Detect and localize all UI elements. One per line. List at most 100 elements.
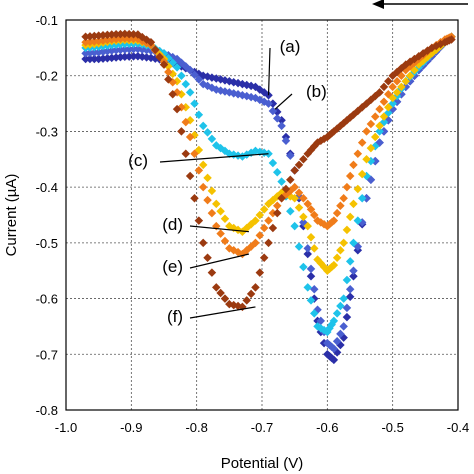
annotation-label: (d) — [162, 215, 183, 234]
y-tick-label: -0.2 — [36, 69, 58, 84]
data-point — [405, 71, 415, 80]
data-point — [251, 216, 260, 225]
data-point — [329, 344, 339, 353]
data-point — [329, 316, 339, 326]
scan-direction-arrow — [372, 0, 468, 9]
data-point — [190, 149, 199, 158]
data-point — [207, 186, 217, 196]
data-point — [168, 90, 177, 99]
data-point — [220, 236, 230, 246]
data-point — [375, 104, 384, 114]
data-point — [216, 207, 225, 216]
x-tick-label: -0.6 — [316, 420, 338, 435]
y-tick-label: -0.3 — [36, 124, 58, 139]
data-point — [264, 99, 273, 108]
data-point — [220, 294, 230, 303]
annotations: (a) (b) (c) (d) (e) (f) — [128, 37, 327, 326]
x-tick-label: -0.7 — [251, 420, 273, 435]
data-point — [277, 121, 286, 131]
data-point — [290, 166, 299, 175]
data-point — [286, 175, 295, 184]
data-point — [379, 97, 389, 106]
data-point — [190, 70, 199, 80]
x-tick-label: -0.8 — [185, 420, 207, 435]
data-point — [349, 238, 358, 248]
data-point — [357, 194, 367, 203]
data-point — [339, 238, 348, 248]
data-point — [194, 216, 204, 225]
data-point — [303, 221, 312, 231]
data-point — [181, 103, 191, 112]
data-point — [357, 138, 367, 147]
data-point — [375, 88, 384, 97]
x-tick-label: -1.0 — [55, 420, 77, 435]
data-point — [379, 82, 389, 92]
data-point — [172, 63, 182, 72]
data-point — [185, 65, 195, 75]
data-point — [198, 160, 208, 170]
data-point — [198, 238, 208, 248]
data-point — [388, 82, 397, 92]
annotation-leader-line — [159, 153, 269, 163]
data-point — [342, 182, 352, 192]
data-point — [392, 88, 402, 97]
data-point — [310, 309, 319, 318]
data-point — [268, 158, 278, 168]
data-point — [294, 188, 304, 197]
data-point — [349, 199, 358, 209]
data-point — [447, 35, 456, 44]
data-point — [185, 171, 195, 181]
data-point — [181, 79, 191, 89]
data-point — [306, 205, 316, 214]
data-point — [259, 223, 269, 233]
data-point — [146, 38, 156, 47]
data-point — [353, 184, 363, 194]
data-point — [397, 82, 406, 92]
data-point — [306, 233, 316, 242]
data-point — [246, 289, 256, 299]
data-point — [384, 103, 393, 112]
y-axis-title: Current (µA) — [3, 174, 20, 257]
data-point — [190, 194, 199, 203]
data-point — [384, 90, 393, 99]
data-point — [268, 223, 278, 233]
data-point — [294, 160, 304, 170]
data-point — [366, 119, 376, 129]
data-point — [299, 194, 308, 203]
data-point — [342, 303, 352, 313]
data-point — [190, 99, 199, 108]
data-point — [203, 195, 212, 205]
data-point — [268, 208, 278, 218]
data-point — [216, 288, 225, 298]
data-point — [220, 214, 230, 223]
x-tick-label: -0.9 — [120, 420, 142, 435]
data-point — [306, 272, 316, 281]
data-point — [185, 132, 195, 142]
data-point — [290, 182, 299, 192]
data-point — [172, 104, 182, 114]
annotation-label: (f) — [167, 307, 183, 326]
annotation-label: (a) — [280, 37, 301, 56]
data-point — [336, 246, 345, 255]
y-tick-label: -0.1 — [36, 13, 58, 28]
y-tick-label: -0.6 — [36, 292, 58, 307]
data-point — [90, 54, 99, 64]
annotation-a: (a) — [267, 37, 301, 96]
data-point — [216, 229, 225, 238]
plot-frame — [65, 19, 459, 411]
data-point — [185, 88, 195, 97]
data-point — [164, 67, 173, 77]
data-point — [273, 168, 282, 177]
data-point — [85, 54, 95, 64]
data-point — [268, 99, 278, 108]
data-point — [379, 112, 389, 121]
data-point — [379, 127, 389, 136]
annotation-leader-line — [274, 93, 293, 110]
data-point — [177, 71, 186, 80]
data-point — [303, 244, 312, 253]
data-point — [339, 294, 348, 303]
data-point — [353, 149, 363, 158]
data-point — [198, 182, 208, 192]
annotation-leader-line — [189, 253, 250, 269]
data-point — [194, 166, 204, 175]
